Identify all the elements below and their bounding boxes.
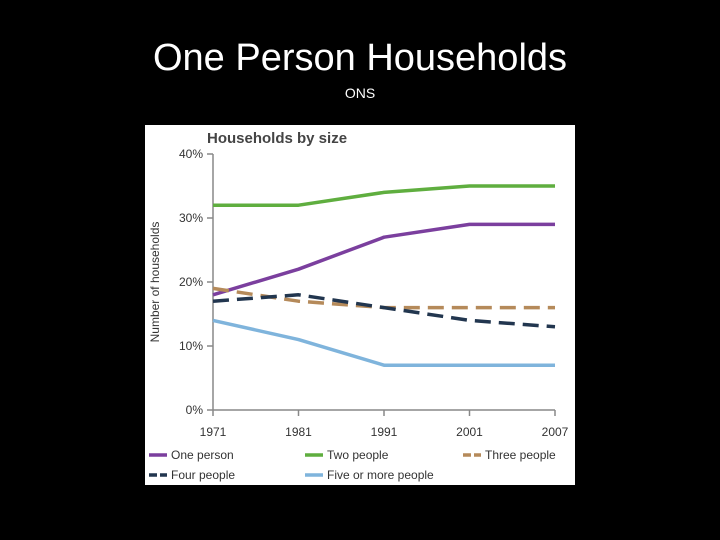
x-tick-label: 2007 xyxy=(542,425,569,439)
y-tick-label: 30% xyxy=(179,211,203,225)
y-tick-label: 0% xyxy=(186,403,204,417)
legend-label-two-people: Two people xyxy=(327,448,389,462)
y-tick-label: 40% xyxy=(179,147,203,161)
legend-label-four-people: Four people xyxy=(171,468,235,482)
chart-panel: Households by size Number of households … xyxy=(145,125,575,485)
series-line-one-person xyxy=(212,222,555,297)
axes: 0% 10% 20% 30% 40% 1971 1981 1991 2001 2007 xyxy=(179,147,569,439)
series-line-two-people xyxy=(213,184,555,207)
y-tick-label: 10% xyxy=(179,339,203,353)
y-axis-title: Number of households xyxy=(148,222,162,343)
line-chart: Households by size Number of households … xyxy=(148,130,569,482)
x-tick-label: 1981 xyxy=(285,425,312,439)
series-lines xyxy=(212,184,556,367)
x-tick-label: 1991 xyxy=(371,425,398,439)
legend-label-one-person: One person xyxy=(171,448,234,462)
x-tick-label: 2001 xyxy=(456,425,483,439)
slide-title: One Person Households xyxy=(152,37,568,79)
legend-label-five-or-more-people: Five or more people xyxy=(327,468,434,482)
legend: One person Two people Three people Four peo… xyxy=(149,448,556,482)
series-line-five-or-more-people xyxy=(212,318,555,367)
legend-label-three-people: Three people xyxy=(485,448,556,462)
series-line-four-people xyxy=(212,293,556,329)
chart-title: Households by size xyxy=(207,130,347,147)
y-tick-label: 20% xyxy=(179,275,203,289)
slide-subtitle: ONS xyxy=(344,85,376,101)
x-tick-label: 1971 xyxy=(200,425,227,439)
